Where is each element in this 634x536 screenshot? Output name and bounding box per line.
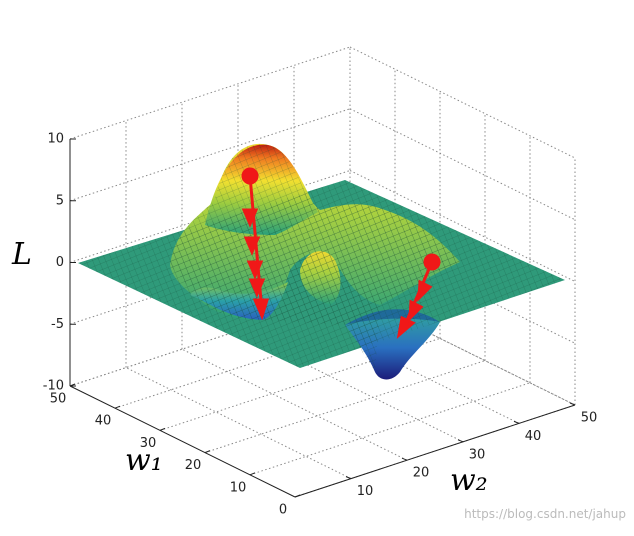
x-tick-label: 40 <box>525 429 542 444</box>
x-tick-label: 20 <box>413 466 430 481</box>
y-tick-label: 40 <box>95 414 112 429</box>
grid-line <box>181 348 408 461</box>
grid-line <box>69 46 351 140</box>
z-tick-label: -10 <box>43 379 64 394</box>
watermark: https://blog.csdn.net/jahup <box>464 507 626 521</box>
z-tick-label: -5 <box>51 317 64 332</box>
grid-line <box>69 170 351 263</box>
z-tick-label: 0 <box>56 255 64 270</box>
z-tick-label: 5 <box>56 193 64 208</box>
y-tick <box>114 405 121 409</box>
x-axis-label: w₂ <box>450 463 488 498</box>
start-point <box>241 167 259 185</box>
x-axis <box>294 404 576 498</box>
x-tick <box>569 402 576 406</box>
x-tick-label: 50 <box>581 411 598 426</box>
y-tick <box>204 450 211 454</box>
grid-line <box>69 293 351 387</box>
arrow-head <box>252 298 270 321</box>
x-tick <box>457 439 464 443</box>
surface-mesh-hump <box>170 143 460 372</box>
grid-line <box>69 231 351 325</box>
grid-line <box>249 382 531 476</box>
grid-line <box>204 360 486 454</box>
y-axis <box>69 385 296 498</box>
arrow-head <box>246 260 264 280</box>
start-point <box>423 253 441 271</box>
y-tick <box>159 427 166 431</box>
arrow-head <box>408 299 424 322</box>
grid-line <box>349 170 576 282</box>
y-tick-label: 0 <box>279 503 287 518</box>
grid-line <box>69 108 351 202</box>
descent-paths <box>241 167 441 339</box>
arrow-head <box>243 236 261 256</box>
grid-line <box>114 315 396 409</box>
x-tick-label: 30 <box>469 447 486 462</box>
y-tick <box>249 472 256 476</box>
arrow-head <box>396 315 416 339</box>
grid-line <box>125 367 352 480</box>
arrow-head <box>241 208 259 228</box>
x-tick <box>513 420 520 424</box>
y-tick-label: 10 <box>230 480 247 495</box>
grid-line <box>159 337 441 431</box>
z-axis-label: L <box>11 237 32 272</box>
y-tick <box>69 383 76 387</box>
x-tick-label: 10 <box>357 484 374 499</box>
arrow-head <box>248 278 266 298</box>
y-tick-label: 30 <box>140 436 157 451</box>
y-axis-label: w₁ <box>125 443 163 478</box>
y-tick-label: 50 <box>50 392 67 407</box>
x-tick <box>401 457 408 461</box>
grid-line <box>349 46 576 159</box>
x-tick <box>345 476 352 480</box>
y-tick <box>294 494 301 498</box>
surface <box>78 143 565 380</box>
grid-line <box>349 108 576 221</box>
arrow-head <box>417 279 433 302</box>
y-tick-label: 20 <box>185 458 202 473</box>
z-tick-label: 10 <box>47 132 64 147</box>
